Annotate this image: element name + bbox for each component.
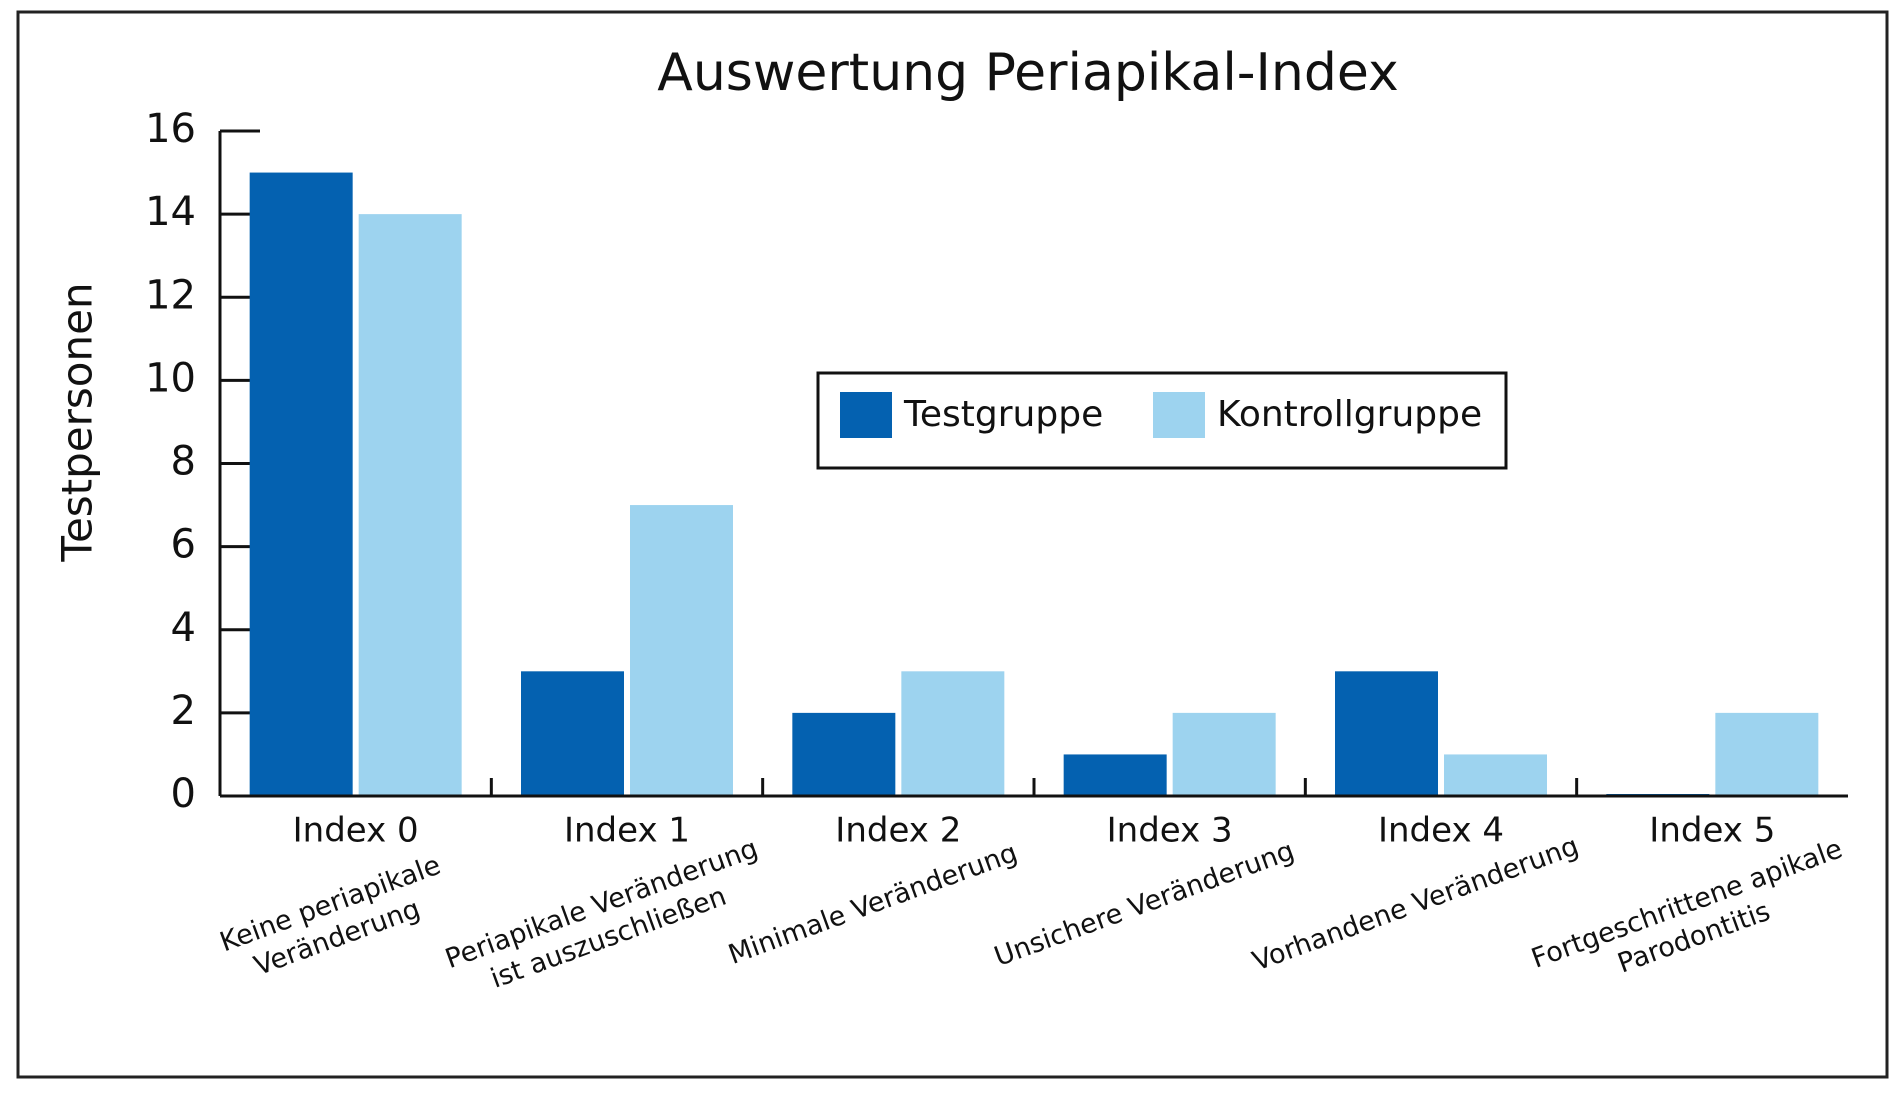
x-tick-label: Index 4 bbox=[1378, 811, 1504, 851]
bar bbox=[1335, 671, 1438, 796]
bar bbox=[1444, 754, 1547, 796]
x-tick-label: Index 1 bbox=[564, 811, 690, 851]
bar bbox=[358, 214, 462, 796]
y-tick-label: 2 bbox=[171, 688, 196, 734]
y-tick-label: 12 bbox=[145, 272, 196, 318]
legend-swatch bbox=[1153, 392, 1205, 438]
bar bbox=[630, 505, 733, 796]
bar bbox=[521, 671, 624, 796]
x-tick-label: Index 0 bbox=[293, 811, 419, 851]
bar bbox=[792, 712, 896, 796]
y-tick-label: 8 bbox=[171, 439, 196, 485]
legend-label: Testgruppe bbox=[903, 394, 1103, 435]
y-tick-label: 0 bbox=[171, 771, 196, 817]
y-tick-label: 14 bbox=[145, 189, 196, 235]
x-tick-label: Index 2 bbox=[835, 811, 961, 851]
bar bbox=[249, 172, 353, 796]
y-tick-label: 4 bbox=[171, 605, 196, 651]
bar bbox=[901, 671, 1005, 796]
bar bbox=[1715, 712, 1819, 796]
y-tick-label: 6 bbox=[171, 522, 196, 568]
x-tick-label: Index 3 bbox=[1107, 811, 1233, 851]
bar bbox=[1063, 754, 1167, 796]
x-tick-label: Index 5 bbox=[1649, 811, 1775, 851]
legend-label: Kontrollgruppe bbox=[1217, 394, 1482, 435]
bar bbox=[1172, 712, 1276, 796]
legend-swatch bbox=[840, 392, 892, 438]
y-tick-label: 10 bbox=[145, 355, 196, 401]
y-axis-label: Testpersonen bbox=[53, 282, 102, 562]
chart-title: Auswertung Periapikal-Index bbox=[657, 43, 1398, 103]
y-tick-label: 16 bbox=[145, 106, 196, 152]
